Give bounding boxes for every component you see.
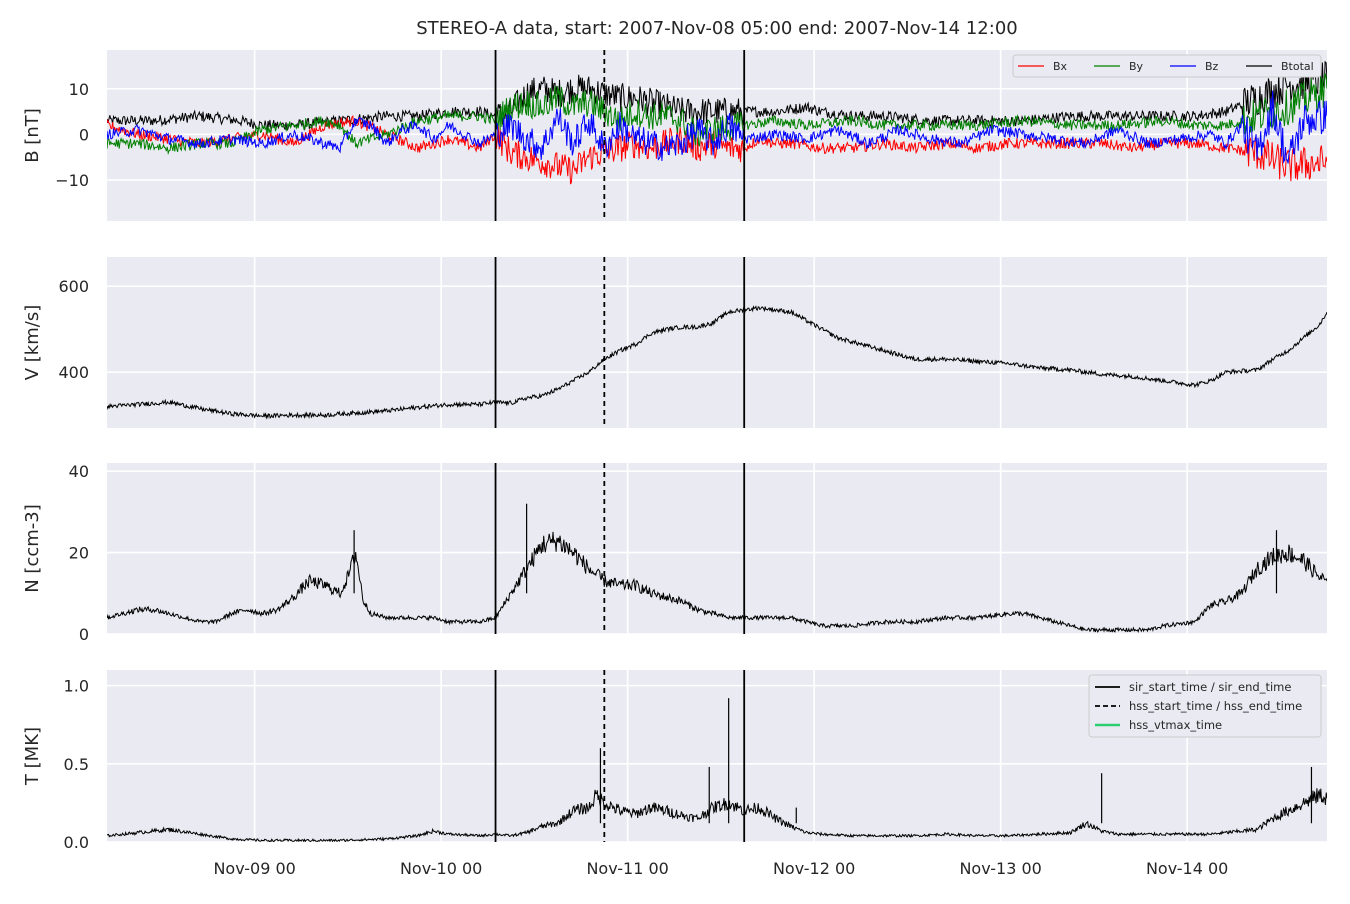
x-tick-label: Nov-09 00	[213, 859, 295, 878]
panel-3: 0 20 40 N [ccm-3]	[22, 462, 1327, 644]
panel-background	[107, 463, 1327, 634]
series-line-n	[107, 531, 1327, 634]
x-tick-label: Nov-14 00	[1146, 859, 1228, 878]
y-axis-label: N [ccm-3]	[22, 504, 43, 593]
x-tick-label: Nov-11 00	[586, 859, 668, 878]
legend-events: sir_start_time / sir_end_time hss_start_t…	[1088, 674, 1322, 738]
y-tick-label: 20	[69, 544, 89, 563]
legend-label: hss_start_time / hss_end_time	[1129, 699, 1302, 713]
y-tick-label: 600	[58, 277, 89, 296]
legend-b: Bx By Bz Btotal	[1012, 54, 1322, 78]
y-tick-label: 10	[69, 80, 89, 99]
series-line-bz	[107, 90, 1327, 164]
series-line-btotal	[107, 60, 1327, 132]
legend-label-bx: Bx	[1053, 60, 1068, 73]
legend-label: sir_start_time / sir_end_time	[1129, 680, 1291, 694]
legend-frame	[1088, 674, 1322, 738]
x-tick-label: Nov-12 00	[773, 859, 855, 878]
legend-frame	[1012, 54, 1322, 78]
y-tick-label: 0	[79, 125, 89, 144]
y-tick-label: −10	[55, 171, 89, 190]
y-tick-label: 0	[79, 625, 89, 644]
panel-1: −10 0 10 B [nT] Bx By Bz Btotal	[22, 50, 1327, 221]
y-tick-label: 400	[58, 363, 89, 382]
y-tick-label: 0.5	[64, 755, 89, 774]
series-line-bx	[107, 115, 1327, 185]
series-line-by	[107, 73, 1327, 156]
legend-label: hss_vtmax_time	[1129, 718, 1222, 732]
figure-title: STEREO-A data, start: 2007-Nov-08 05:00 …	[416, 18, 1018, 39]
y-axis-label: T [MK]	[22, 727, 43, 786]
legend-label-btotal: Btotal	[1281, 60, 1314, 73]
legend-label-by: By	[1129, 60, 1144, 73]
x-tick-label: Nov-10 00	[400, 859, 482, 878]
series-line-v	[107, 305, 1327, 420]
x-tick-label: Nov-13 00	[959, 859, 1041, 878]
series-group	[107, 60, 1327, 185]
y-axis-label: V [km/s]	[22, 305, 43, 380]
y-tick-label: 1.0	[64, 677, 89, 696]
y-axis-label: B [nT]	[22, 108, 43, 163]
series-group	[107, 698, 1327, 842]
series-group	[107, 305, 1327, 420]
series-line-t	[107, 788, 1327, 842]
panel-background	[107, 257, 1327, 428]
y-tick-label: 0.0	[64, 833, 89, 852]
series-group	[107, 503, 1327, 634]
legend-label-bz: Bz	[1205, 60, 1219, 73]
panel-2: 400 600 V [km/s]	[22, 257, 1327, 428]
y-tick-label: 40	[69, 462, 89, 481]
panel-4: 0.0 0.5 1.0 T [MK] Nov-09 00 Nov-10 00 Nov-11 …	[22, 670, 1327, 878]
